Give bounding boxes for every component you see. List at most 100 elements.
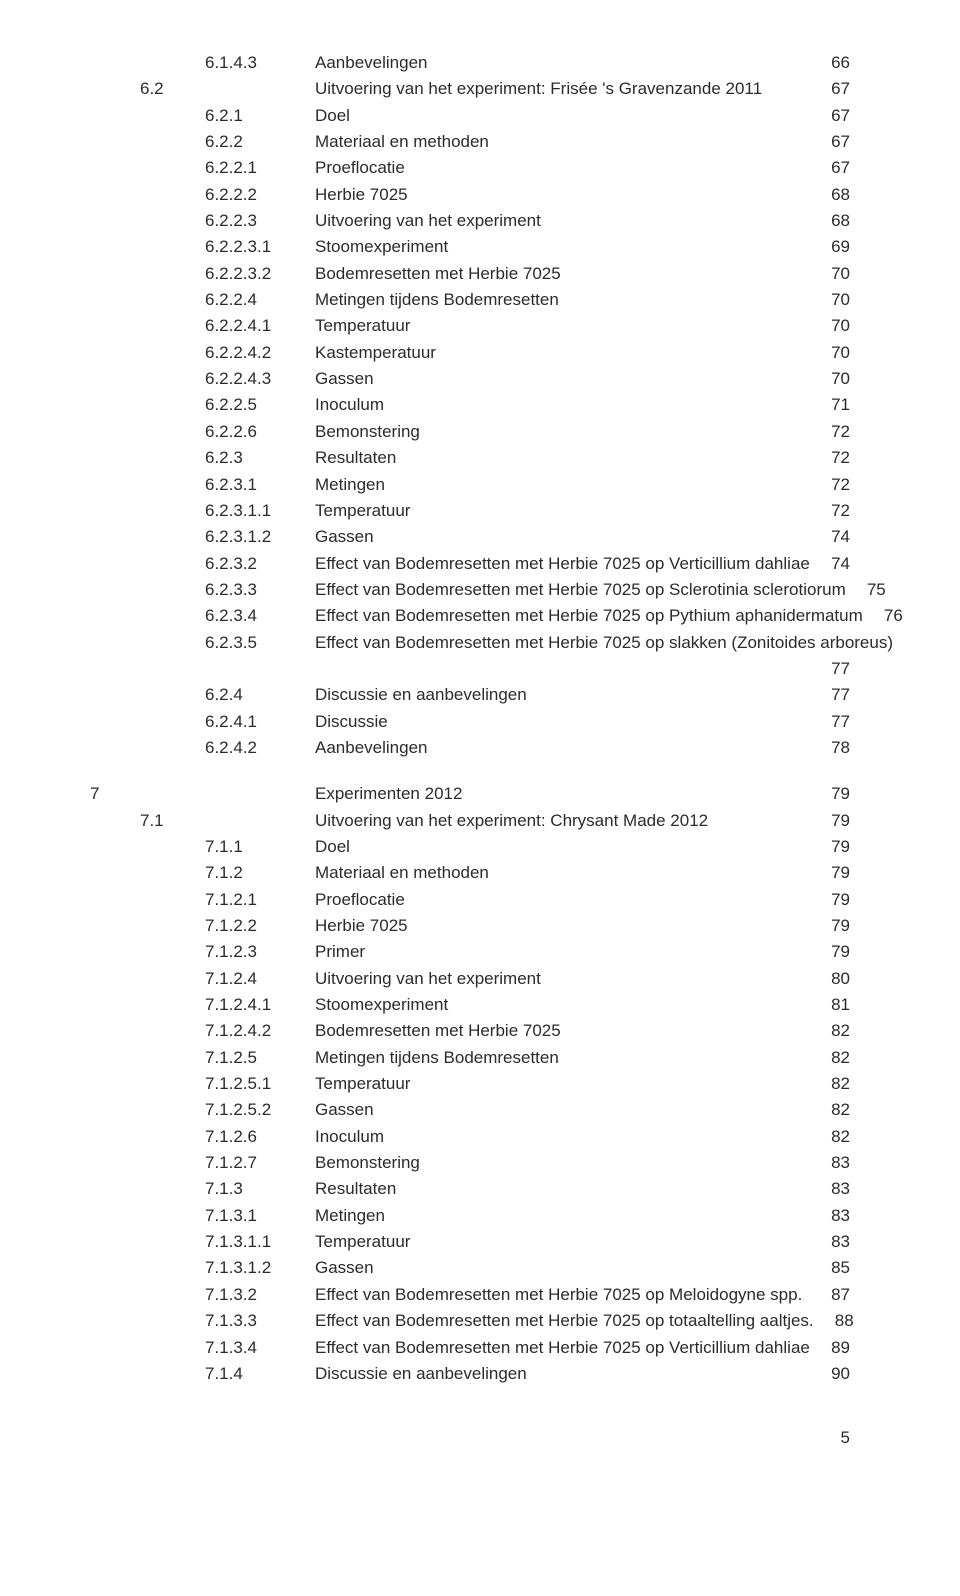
toc-chapter-number (90, 261, 140, 287)
toc-entry-page: 82 (810, 1097, 850, 1123)
toc-entry-title: Materiaal en methoden (315, 860, 810, 886)
toc-subsection-number: 7.1.2.2 (205, 913, 315, 939)
toc-row: 6.2.2.6Bemonstering72 (90, 419, 850, 445)
toc-section-number: 7.1 (140, 808, 205, 834)
toc-entry-page: 72 (810, 445, 850, 471)
toc-entry-page: 78 (810, 735, 850, 761)
toc-subsection-number: 6.2.3 (205, 445, 315, 471)
toc-section-number (140, 1229, 205, 1255)
toc-subsection-number: 7.1.2.5.2 (205, 1097, 315, 1123)
document-page: 6.1.4.3Aanbevelingen666.2Uitvoering van … (0, 0, 960, 1512)
toc-entry-title: Metingen (315, 1203, 810, 1229)
toc-entry-title: Inoculum (315, 1124, 810, 1150)
toc-entry-title: Effect van Bodemresetten met Herbie 7025… (315, 603, 863, 629)
toc-chapter-number (90, 992, 140, 1018)
toc-chapter-number (90, 939, 140, 965)
toc-chapter-number: 7 (90, 781, 140, 807)
toc-entry-title: Inoculum (315, 392, 810, 418)
toc-row: 6.2.2.3Uitvoering van het experiment68 (90, 208, 850, 234)
toc-subsection-number: 7.1.2.4 (205, 966, 315, 992)
toc-row: 6.2.4Discussie en aanbevelingen77 (90, 682, 850, 708)
toc-section-number (140, 1255, 205, 1281)
toc-row: 6.2.2.3.1Stoomexperiment69 (90, 234, 850, 260)
toc-section-number (140, 939, 205, 965)
toc-row: 6.1.4.3Aanbevelingen66 (90, 50, 850, 76)
toc-subsection-number: 6.2.3.1 (205, 472, 315, 498)
toc-entry-page: 83 (810, 1176, 850, 1202)
toc-row: 7.1.2.2Herbie 702579 (90, 913, 850, 939)
toc-entry-page: 83 (810, 1203, 850, 1229)
toc-entry-title: Herbie 7025 (315, 913, 810, 939)
toc-subsection-number: 6.2.2.6 (205, 419, 315, 445)
toc-entry-title: Gassen (315, 524, 810, 550)
toc-subsection-number: 7.1.2.7 (205, 1150, 315, 1176)
toc-subsection-number: 7.1.1 (205, 834, 315, 860)
toc-entry-title: Uitvoering van het experiment: Chrysant … (315, 808, 810, 834)
toc-entry-page: 71 (810, 392, 850, 418)
toc-chapter-number (90, 682, 140, 708)
toc-section-number (140, 1282, 205, 1308)
toc-section-number (140, 366, 205, 392)
toc-row: 6.2.3.5Effect van Bodemresetten met Herb… (90, 630, 850, 656)
toc-entry-page: 70 (810, 340, 850, 366)
toc-entry-page: 72 (810, 498, 850, 524)
toc-entry-title: Proeflocatie (315, 887, 810, 913)
toc-entry-title: Kastemperatuur (315, 340, 810, 366)
toc-row: 6.2.2.4Metingen tijdens Bodemresetten70 (90, 287, 850, 313)
toc-subsection-number: 7.1.2.4.1 (205, 992, 315, 1018)
toc-row: 7.1.2Materiaal en methoden79 (90, 860, 850, 886)
toc-section-number (140, 966, 205, 992)
toc-entry-page: 67 (810, 129, 850, 155)
toc-chapter-number (90, 1071, 140, 1097)
toc-section-number (140, 781, 205, 807)
toc-row: 6.2.3.1.2Gassen74 (90, 524, 850, 550)
toc-entry-title: Stoomexperiment (315, 992, 810, 1018)
toc-chapter-number (90, 808, 140, 834)
toc-chapter-number (90, 860, 140, 886)
toc-entry-page: 72 (810, 419, 850, 445)
toc-chapter-number (90, 392, 140, 418)
toc-chapter-number (90, 1361, 140, 1387)
toc-chapter-number (90, 182, 140, 208)
toc-entry-page: 80 (810, 966, 850, 992)
toc-subsection-number: 7.1.3 (205, 1176, 315, 1202)
toc-chapter-number (90, 1124, 140, 1150)
toc-subsection-number: 6.2.3.2 (205, 551, 315, 577)
toc-row: 7.1.2.4Uitvoering van het experiment80 (90, 966, 850, 992)
toc-entry-page: 72 (810, 472, 850, 498)
toc-entry-page: 87 (810, 1282, 850, 1308)
toc-entry-title: Doel (315, 103, 810, 129)
toc-section-number (140, 155, 205, 181)
toc-chapter-number (90, 103, 140, 129)
toc-chapter-number (90, 603, 140, 629)
toc-subsection-number: 6.2.3.5 (205, 630, 315, 656)
toc-entry-title: Temperatuur (315, 1229, 810, 1255)
toc-section-number (140, 992, 205, 1018)
toc-entry-title: Temperatuur (315, 1071, 810, 1097)
toc-section-number (140, 1203, 205, 1229)
toc-subsection-number: 6.2.2.3.2 (205, 261, 315, 287)
toc-entry-title: Effect van Bodemresetten met Herbie 7025… (315, 1335, 810, 1361)
toc-entry-title: Effect van Bodemresetten met Herbie 7025… (315, 551, 810, 577)
page-number: 5 (90, 1425, 850, 1451)
toc-entry-title: Effect van Bodemresetten met Herbie 7025… (315, 577, 846, 603)
toc-row: 6.2.1Doel67 (90, 103, 850, 129)
toc-subsection-number: 7.1.2.4.2 (205, 1018, 315, 1044)
toc-section-number (140, 551, 205, 577)
toc-section-number (140, 103, 205, 129)
toc-row: 7Experimenten 201279 (90, 781, 850, 807)
toc-subsection-number: 6.2.3.1.2 (205, 524, 315, 550)
toc-entry-page: 82 (810, 1045, 850, 1071)
toc-subsection-number: 7.1.2.3 (205, 939, 315, 965)
toc-subsection-number: 6.2.2.4.1 (205, 313, 315, 339)
toc-row: 7.1 Uitvoering van het experiment: Chrysa… (90, 808, 850, 834)
toc-row: 6.2.3.2Effect van Bodemresetten met Herb… (90, 551, 850, 577)
toc-chapter-number (90, 1255, 140, 1281)
toc-entry-title: Resultaten (315, 445, 810, 471)
toc-chapter-number (90, 524, 140, 550)
toc-section-number (140, 234, 205, 260)
toc-subsection-number: 6.2.3.3 (205, 577, 315, 603)
toc-section-number (140, 472, 205, 498)
toc-section-number (140, 313, 205, 339)
toc-section-number (140, 392, 205, 418)
